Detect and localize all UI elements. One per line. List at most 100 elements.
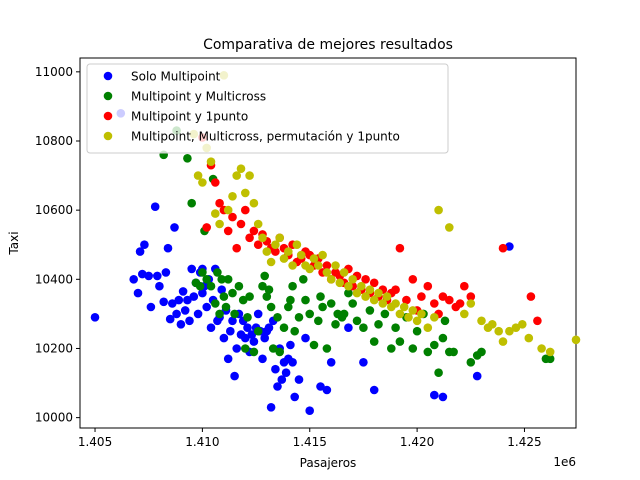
data-point <box>299 275 308 284</box>
data-point <box>195 281 205 291</box>
data-point <box>245 233 254 243</box>
data-point <box>326 358 336 367</box>
data-point <box>438 333 448 343</box>
data-point <box>211 299 220 308</box>
data-point <box>161 268 171 277</box>
legend-label: Multipoint y Multicross <box>131 90 266 104</box>
data-point <box>380 309 390 319</box>
data-point <box>215 219 224 229</box>
data-point <box>387 344 396 353</box>
data-point <box>408 306 418 315</box>
data-point <box>466 299 476 308</box>
data-point <box>408 344 418 353</box>
series-4-points <box>189 71 581 357</box>
data-point <box>316 292 325 301</box>
data-point <box>232 243 241 253</box>
data-point <box>352 316 362 326</box>
data-point <box>258 354 267 364</box>
data-point <box>206 323 216 333</box>
data-point <box>281 368 291 378</box>
data-point <box>249 337 259 346</box>
data-point <box>361 275 370 284</box>
data-point <box>144 271 153 281</box>
legend-label: Multipoint y 1punto <box>131 110 248 124</box>
data-point <box>187 198 196 208</box>
data-point <box>374 288 383 298</box>
data-point <box>438 392 448 402</box>
data-point <box>260 271 270 281</box>
data-point <box>284 302 293 312</box>
data-point <box>417 292 426 301</box>
data-point <box>129 275 138 284</box>
data-point <box>430 390 439 400</box>
data-point <box>245 171 254 180</box>
data-point <box>223 275 233 284</box>
data-point <box>296 250 306 260</box>
data-point <box>545 354 555 364</box>
data-point <box>273 313 282 322</box>
data-point <box>249 347 259 357</box>
data-point <box>202 223 211 232</box>
data-point <box>533 316 542 326</box>
data-point <box>249 198 259 208</box>
data-point <box>369 295 379 305</box>
data-point <box>213 268 222 277</box>
data-point <box>288 358 297 367</box>
data-point <box>159 297 168 307</box>
data-point <box>331 261 340 270</box>
data-point <box>294 313 304 322</box>
data-point <box>391 299 400 308</box>
data-point <box>331 320 340 329</box>
data-point <box>230 371 239 381</box>
data-point <box>288 261 297 270</box>
data-point <box>361 292 370 301</box>
series-2-points <box>159 126 555 378</box>
data-point <box>178 287 188 296</box>
y-axis-label: Taxi <box>7 231 21 255</box>
data-point <box>314 261 323 270</box>
data-point <box>305 406 315 416</box>
data-point <box>466 358 476 367</box>
data-point <box>322 261 332 270</box>
data-point <box>90 313 100 322</box>
data-point <box>382 292 392 301</box>
data-point <box>344 281 353 291</box>
data-point <box>228 288 237 298</box>
data-point <box>391 323 400 333</box>
data-point <box>146 302 156 312</box>
data-point <box>253 326 263 336</box>
data-point <box>286 340 295 350</box>
data-point <box>318 302 327 312</box>
legend-box <box>86 63 449 154</box>
data-point <box>253 309 263 319</box>
data-point <box>455 299 465 308</box>
data-point <box>395 243 405 253</box>
x-tick-label: 1.420 <box>400 435 434 449</box>
data-point <box>249 226 259 236</box>
data-point <box>430 340 439 350</box>
data-point <box>526 292 536 301</box>
data-point <box>326 275 336 284</box>
data-point <box>243 313 252 322</box>
data-point <box>498 243 508 253</box>
data-point <box>172 309 181 319</box>
data-point <box>449 347 458 357</box>
data-point <box>460 309 469 319</box>
data-point <box>247 330 257 339</box>
data-point <box>277 375 287 384</box>
data-point <box>288 281 297 291</box>
data-point <box>322 385 332 395</box>
data-point <box>183 154 192 163</box>
data-point <box>339 309 349 319</box>
data-point <box>165 314 175 324</box>
data-point <box>187 264 196 274</box>
data-point <box>412 316 422 326</box>
data-point <box>262 292 272 301</box>
data-point <box>219 333 229 343</box>
legend-label: Multipoint, Multicross, permutación y 1p… <box>131 130 400 144</box>
chart-title: Comparativa de mejores resultados <box>203 37 453 53</box>
data-point <box>198 288 207 298</box>
data-point <box>391 285 400 295</box>
data-point <box>241 333 250 343</box>
data-point <box>309 340 319 350</box>
